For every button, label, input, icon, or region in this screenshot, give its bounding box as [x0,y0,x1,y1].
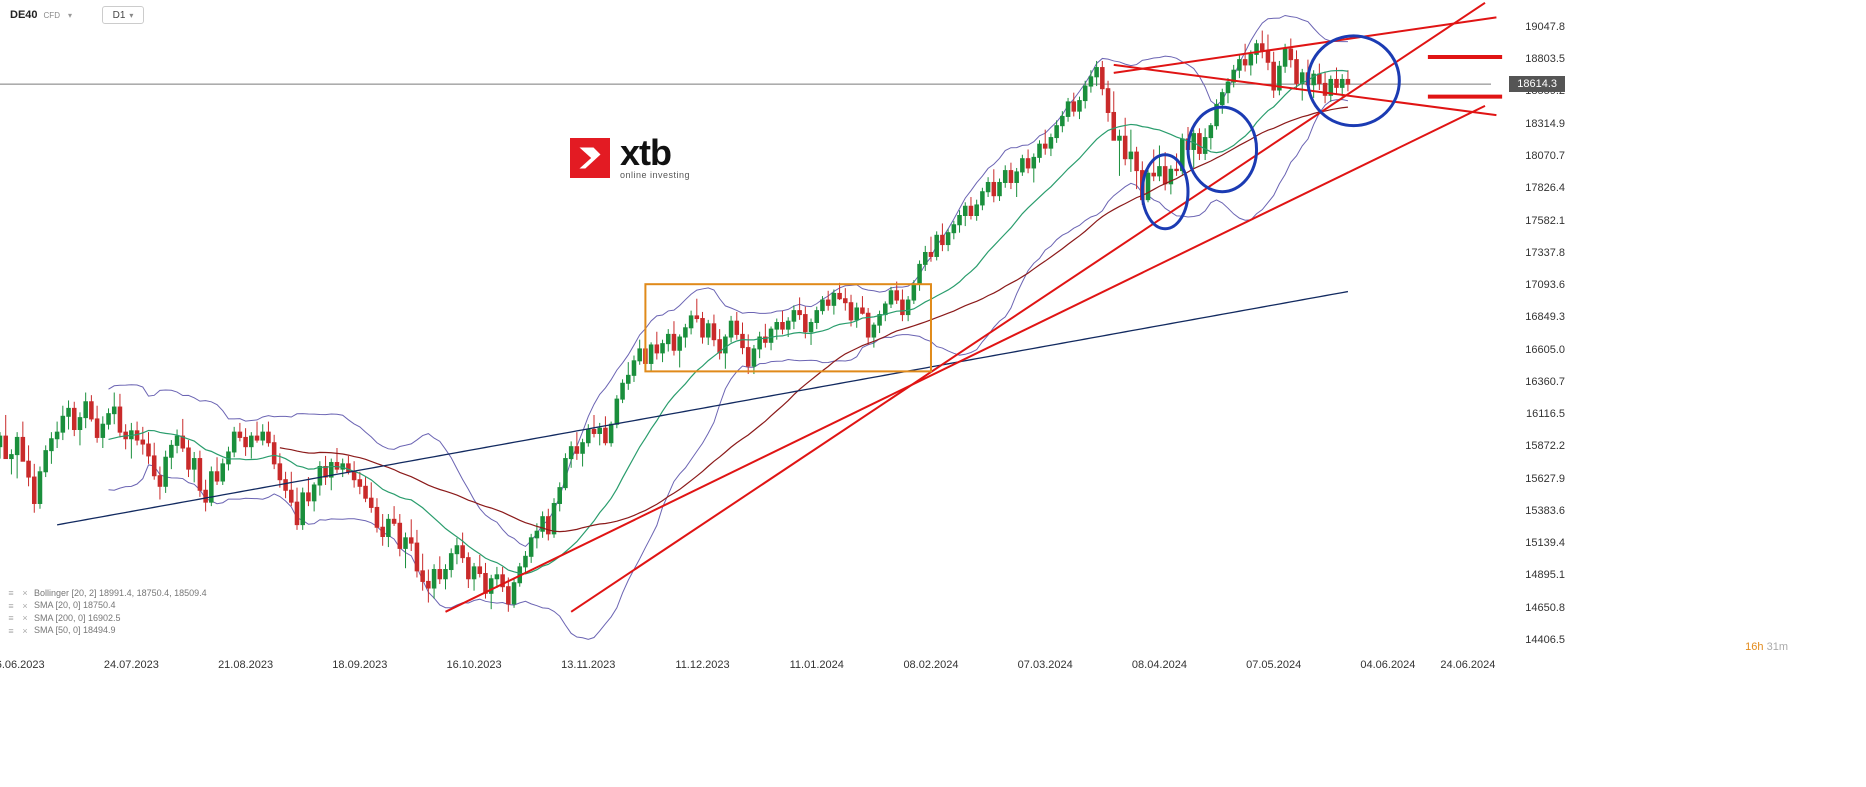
x-axis-tick: 26.06.2023 [0,659,45,671]
y-axis-tick: 14650.8 [1525,602,1565,614]
y-axis-tick: 17826.4 [1525,182,1565,194]
legend-toggle-icon[interactable]: ≡ [6,626,16,636]
x-axis-tick: 24.07.2023 [104,659,159,671]
chart-container: DE40 CFD ▾ D1 19047.818803.518559.218314… [0,0,1866,787]
y-axis-tick: 15627.9 [1525,473,1565,485]
legend-close-icon[interactable]: × [20,601,30,611]
indicator-legend-row[interactable]: ≡ × SMA [200, 0] 16902.5 [6,612,207,625]
indicator-legend-row[interactable]: ≡ × SMA [20, 0] 18750.4 [6,599,207,612]
y-axis-tick: 18314.9 [1525,118,1565,130]
y-axis-tick: 15139.4 [1525,537,1565,549]
brand-subtitle: online investing [620,171,690,180]
x-axis-tick: 13.11.2023 [561,659,615,671]
y-axis-tick: 15872.2 [1525,440,1565,452]
y-axis-tick: 16360.7 [1525,376,1565,388]
legend-toggle-icon[interactable]: ≡ [6,588,16,598]
countdown-minutes: 31 [1767,641,1779,653]
brand-logo-text: xtb online investing [620,135,690,180]
symbol-type-badge: CFD [44,11,60,20]
x-axis-tick: 18.09.2023 [332,659,387,671]
indicator-legend-text: SMA [20, 0] 18750.4 [34,599,116,612]
y-axis-tick: 17582.1 [1525,215,1565,227]
brand-logo: xtb online investing [570,135,690,180]
legend-toggle-icon[interactable]: ≡ [6,613,16,623]
legend-close-icon[interactable]: × [20,613,30,623]
indicator-legend: ≡ × Bollinger [20, 2] 18991.4, 18750.4, 18… [6,587,207,637]
y-axis-tick: 18070.7 [1525,150,1565,162]
top-bar: DE40 CFD ▾ D1 [10,6,144,24]
x-axis-tick: 16.10.2023 [447,659,502,671]
indicator-legend-row[interactable]: ≡ × SMA [50, 0] 18494.9 [6,624,207,637]
legend-toggle-icon[interactable]: ≡ [6,601,16,611]
brand-name: xtb [620,135,690,171]
indicator-legend-row[interactable]: ≡ × Bollinger [20, 2] 18991.4, 18750.4, 18… [6,587,207,600]
y-axis-tick: 15383.6 [1525,505,1565,517]
indicator-legend-text: Bollinger [20, 2] 18991.4, 18750.4, 1850… [34,587,207,600]
y-axis-tick: 19047.8 [1525,21,1565,33]
x-axis-tick: 07.05.2024 [1246,659,1301,671]
y-axis-tick: 18803.5 [1525,53,1565,65]
symbol-dropdown-icon[interactable]: ▾ [68,11,72,20]
x-axis-tick: 24.06.2024 [1440,659,1495,671]
legend-close-icon[interactable]: × [20,588,30,598]
x-axis-tick: 08.04.2024 [1132,659,1187,671]
symbol-name[interactable]: DE40 [10,9,38,21]
x-axis-tick: 11.12.2023 [675,659,729,671]
y-axis-tick: 14895.1 [1525,569,1565,581]
y-axis-tick: 17337.8 [1525,247,1565,259]
x-axis-tick: 07.03.2024 [1018,659,1073,671]
legend-close-icon[interactable]: × [20,626,30,636]
y-axis-tick: 16605.0 [1525,344,1565,356]
x-axis-tick: 04.06.2024 [1360,659,1415,671]
y-axis-tick: 14406.5 [1525,634,1565,646]
y-axis-tick: 16849.3 [1525,311,1565,323]
x-axis-tick: 08.02.2024 [903,659,958,671]
indicator-legend-text: SMA [200, 0] 16902.5 [34,612,121,625]
last-price-tag: 18614.3 [1509,76,1565,92]
y-axis-tick: 16116.5 [1526,408,1565,420]
countdown-hours: 16 [1745,641,1757,653]
bar-countdown: 16h 31m [1745,641,1788,653]
y-axis-tick: 17093.6 [1525,279,1565,291]
indicator-legend-text: SMA [50, 0] 18494.9 [34,624,116,637]
x-axis-tick: 11.01.2024 [790,659,844,671]
x-axis-tick: 21.08.2023 [218,659,273,671]
brand-logo-icon [570,138,610,178]
timeframe-dropdown[interactable]: D1 [102,6,144,24]
last-price-value: 18614.3 [1517,78,1557,90]
